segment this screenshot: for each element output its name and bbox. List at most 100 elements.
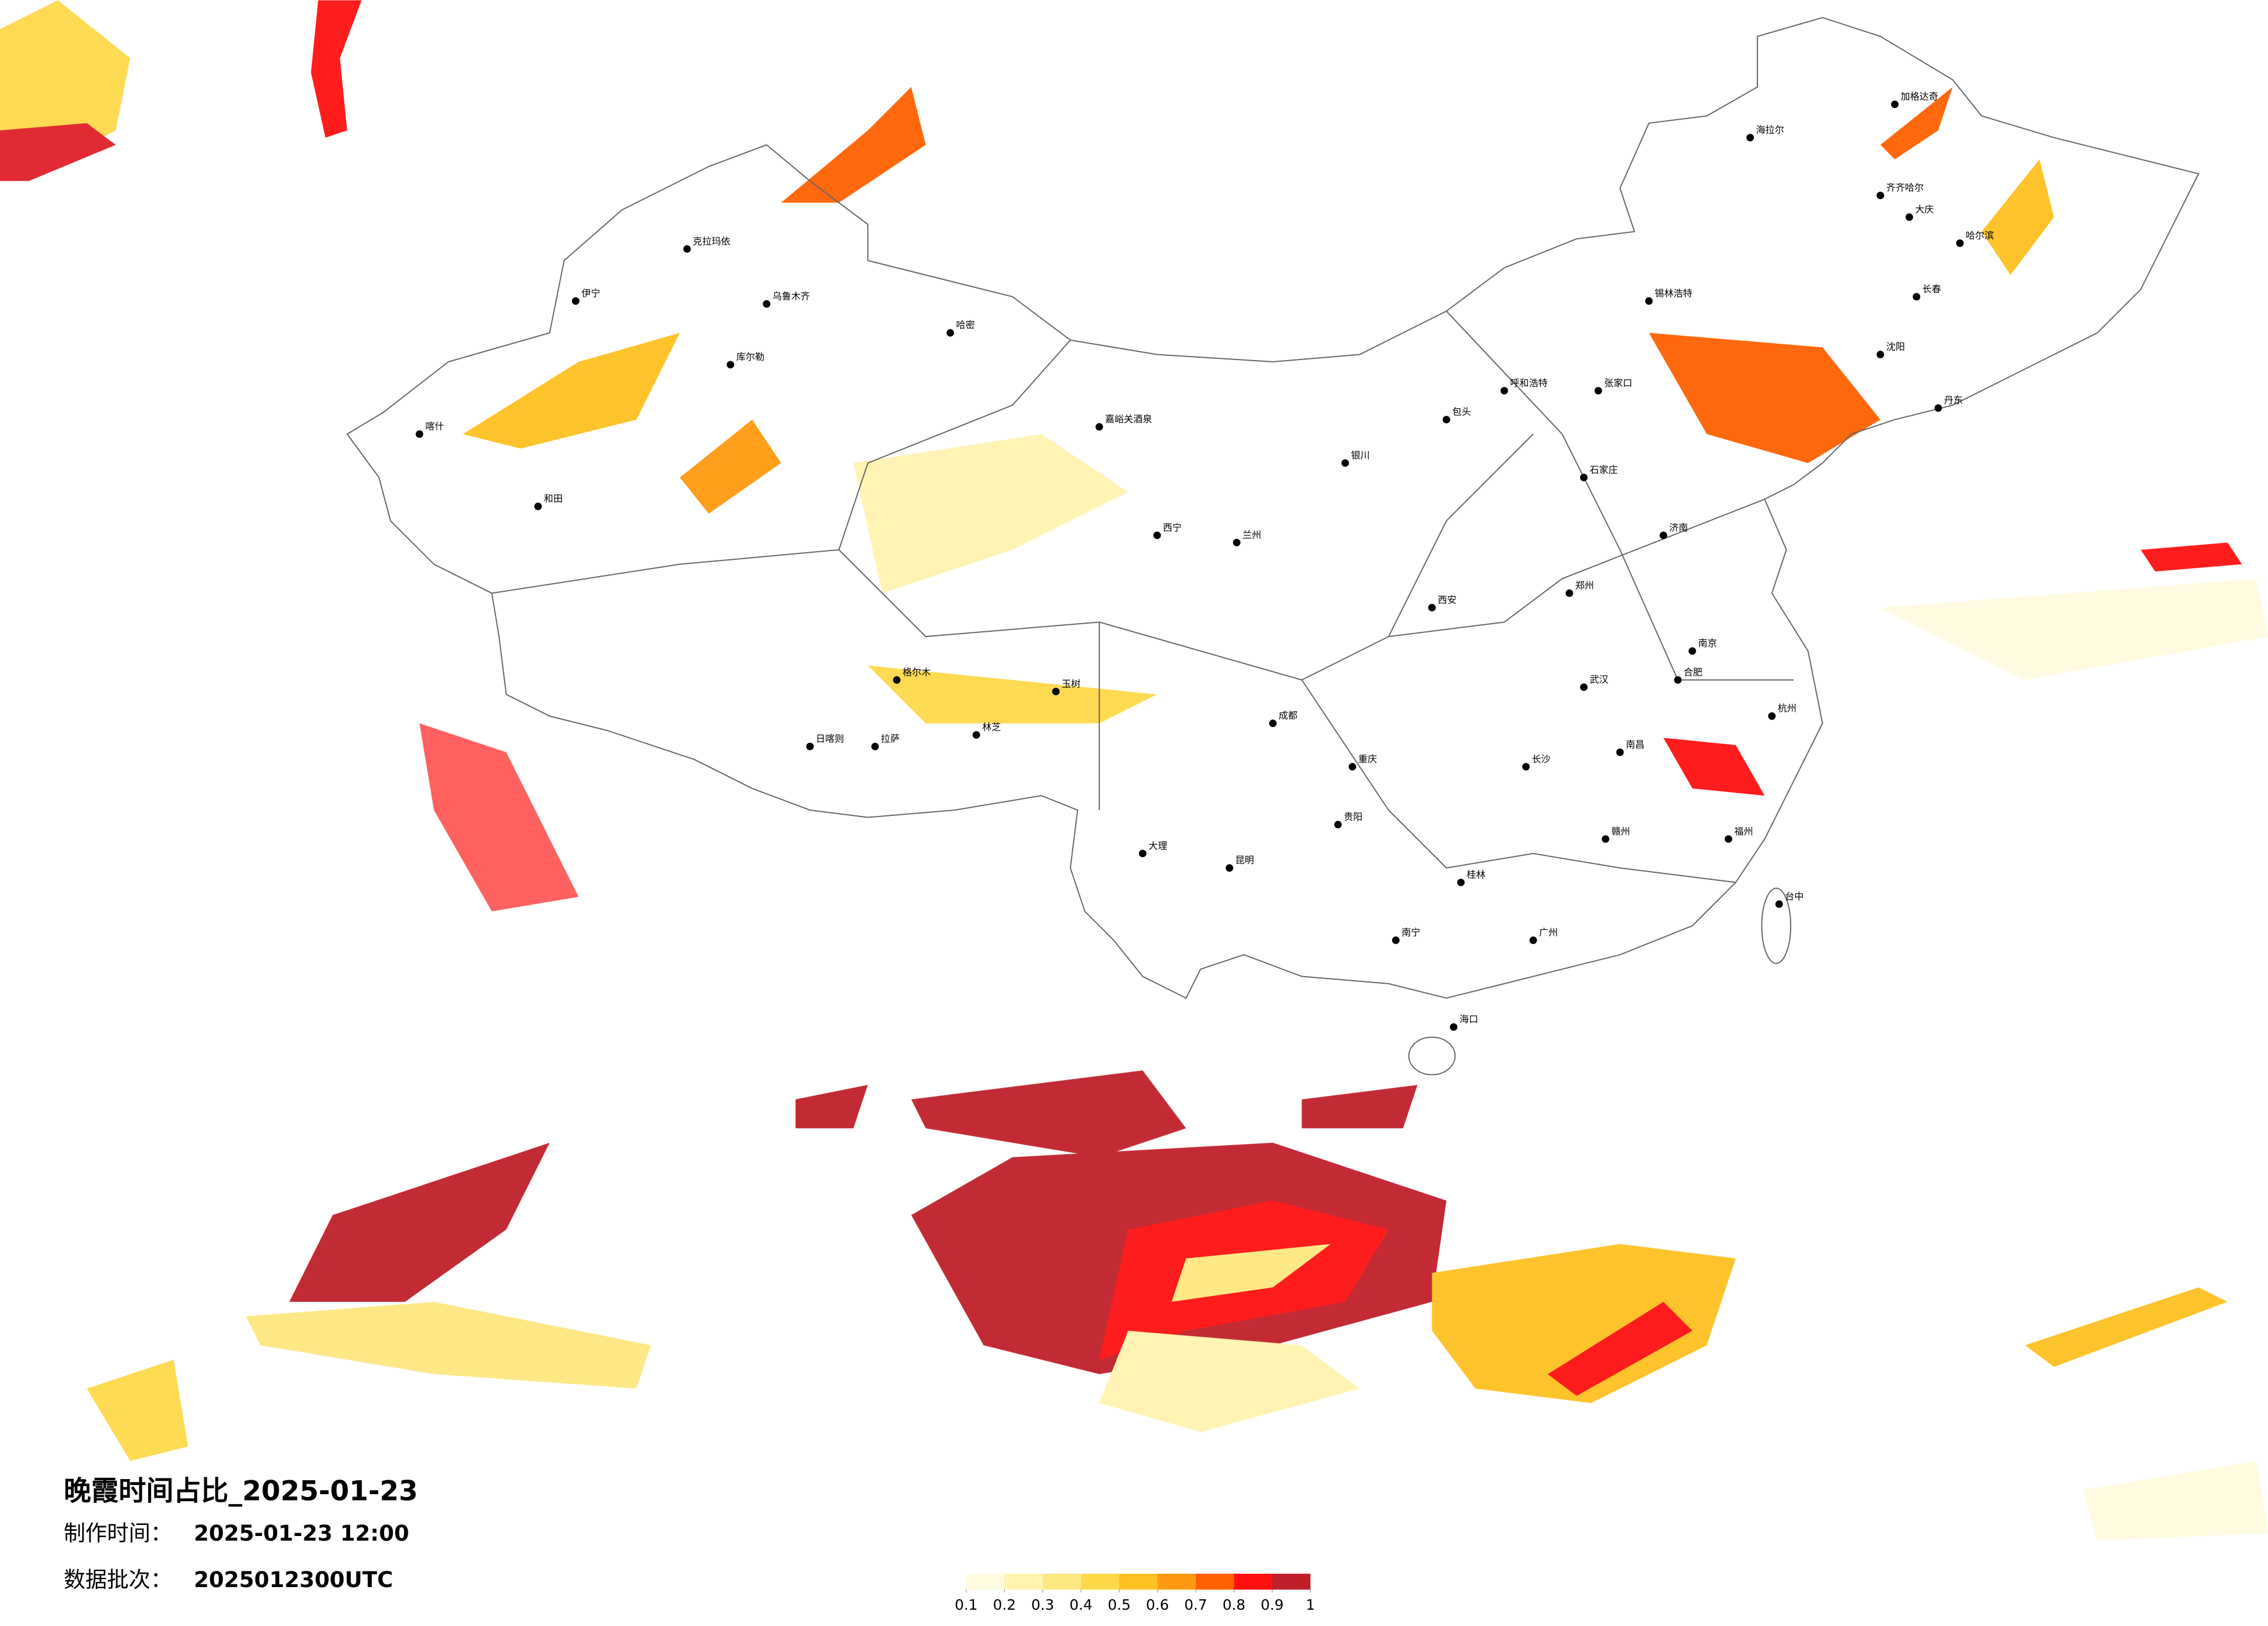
- city-label: 包头: [1452, 406, 1471, 418]
- city-dot: [1724, 835, 1733, 843]
- city-dot: [1450, 1023, 1458, 1031]
- heat-patch: [419, 723, 579, 912]
- city-label: 克拉玛依: [693, 236, 731, 247]
- city-label: 福州: [1734, 826, 1753, 837]
- city-dot: [1580, 473, 1588, 481]
- city-dot: [415, 430, 423, 438]
- heat-layer: [0, 0, 2268, 1541]
- city-dot: [1775, 900, 1783, 908]
- city-label: 日喀则: [816, 733, 844, 744]
- city-label: 哈尔滨: [1965, 230, 1994, 241]
- legend-tick-label: 0.6: [1146, 1596, 1169, 1613]
- city-label: 合肥: [1684, 667, 1702, 678]
- city-dot: [1580, 683, 1588, 691]
- city-label: 格尔木: [903, 667, 931, 678]
- city-dot: [1232, 538, 1241, 546]
- city-label: 南京: [1698, 638, 1717, 649]
- made-time: 2025-01-23 12:00: [194, 1520, 409, 1546]
- city-label: 丹东: [1944, 395, 1963, 406]
- city-dot: [1890, 100, 1899, 109]
- city-dot: [946, 329, 954, 337]
- city-label: 伊宁: [581, 287, 600, 298]
- city-label: 南宁: [1401, 927, 1420, 938]
- legend-swatch: [1043, 1573, 1081, 1590]
- city-label: 玉树: [1062, 678, 1080, 689]
- heat-patch: [1302, 1085, 1418, 1128]
- city-label: 重庆: [1358, 753, 1377, 764]
- city-label: 兰州: [1242, 529, 1261, 540]
- legend-tick-label: 1: [1306, 1596, 1315, 1613]
- city-dot: [1746, 134, 1754, 142]
- city-dot: [1674, 676, 1682, 684]
- legend-swatch: [1272, 1573, 1311, 1590]
- city-label: 齐齐哈尔: [1886, 182, 1924, 193]
- heat-patch: [911, 1070, 1187, 1157]
- legend-tick-label: 0.7: [1184, 1596, 1207, 1613]
- city-dot: [1341, 459, 1349, 467]
- city-label: 拉萨: [881, 733, 900, 744]
- city-dot: [1269, 720, 1277, 728]
- city-label: 和田: [544, 493, 562, 504]
- city-dot: [1529, 936, 1537, 944]
- city-dot: [1616, 748, 1624, 756]
- legend-swatch: [1004, 1573, 1043, 1590]
- city-label: 嘉峪关酒泉: [1105, 413, 1152, 425]
- heat-patch: [868, 665, 1158, 724]
- legend-swatch: [1081, 1573, 1120, 1590]
- city-label: 沈阳: [1886, 341, 1905, 352]
- city-label: 林芝: [982, 722, 1001, 733]
- city-label: 长沙: [1532, 753, 1550, 764]
- legend-tick-label: 0.3: [1031, 1596, 1055, 1613]
- made-label: 制作时间：: [64, 1520, 172, 1546]
- city-dot: [1138, 850, 1146, 858]
- city-label: 济南: [1669, 522, 1688, 533]
- city-label: 西宁: [1163, 522, 1181, 533]
- city-dot: [534, 502, 542, 510]
- city-label: 杭州: [1778, 703, 1796, 714]
- province-border: [491, 311, 1794, 883]
- city-dot: [1768, 712, 1776, 720]
- legend: 0.1 0.2 0.3 0.4 0.5 0.6 0.7 0.8 0.9 1: [955, 1573, 1315, 1613]
- city-dot: [1428, 603, 1436, 611]
- city-dot: [1905, 213, 1913, 221]
- legend-tick-label: 0.9: [1261, 1596, 1284, 1613]
- city-dot: [727, 361, 735, 369]
- city-label: 乌鲁木齐: [772, 290, 810, 301]
- city-dot: [1877, 351, 1885, 359]
- city-dot: [763, 300, 771, 308]
- heat-patch: [1649, 333, 1881, 463]
- country-border: [346, 17, 2199, 999]
- heat-patch: [795, 1085, 868, 1128]
- heat-patch: [1663, 738, 1765, 796]
- heat-patch: [289, 1142, 550, 1302]
- heat-patch: [1432, 1244, 1736, 1404]
- city-label: 南昌: [1626, 739, 1644, 750]
- city-dot: [1334, 821, 1342, 829]
- island-border: [1408, 1037, 1456, 1075]
- city-label: 银川: [1351, 449, 1370, 461]
- city-dot: [1225, 864, 1234, 872]
- city-dot: [806, 742, 814, 750]
- city-label: 大庆: [1915, 204, 1933, 215]
- heat-patch: [1099, 1330, 1360, 1432]
- batch: 2025012300UTC: [194, 1567, 393, 1592]
- city-dot: [1392, 936, 1400, 944]
- heat-patch: [1880, 578, 2268, 680]
- city-label: 昆明: [1235, 855, 1254, 866]
- city-label: 石家庄: [1590, 464, 1618, 475]
- city-label: 喀什: [425, 421, 444, 432]
- city-dot: [1594, 387, 1602, 395]
- city-dot: [1457, 879, 1465, 887]
- city-dot: [572, 297, 580, 305]
- legend-tick-label: 0.5: [1108, 1596, 1131, 1613]
- heat-patch: [1981, 159, 2054, 275]
- city-label: 张家口: [1604, 377, 1633, 388]
- heat-patch: [1547, 1301, 1692, 1396]
- city-label: 郑州: [1575, 580, 1594, 591]
- legend-swatch: [1119, 1573, 1158, 1590]
- borders: [346, 17, 2199, 1075]
- city-label: 成都: [1279, 710, 1297, 721]
- city-dot: [1153, 531, 1161, 539]
